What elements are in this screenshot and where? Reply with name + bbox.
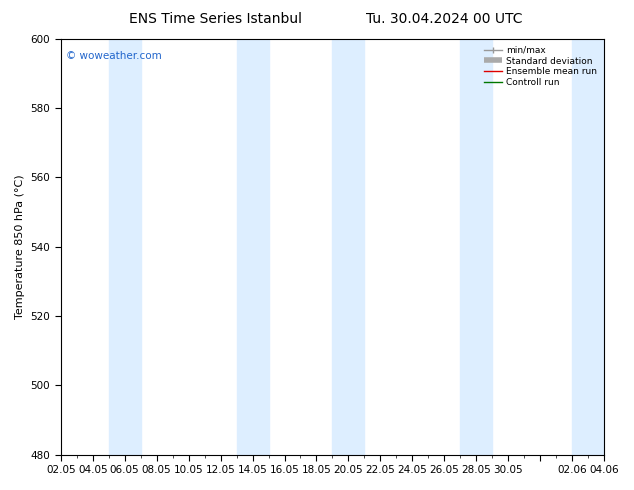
- Legend: min/max, Standard deviation, Ensemble mean run, Controll run: min/max, Standard deviation, Ensemble me…: [482, 43, 600, 90]
- Text: © woweather.com: © woweather.com: [66, 51, 162, 61]
- Bar: [108, 39, 141, 455]
- Y-axis label: Temperature 850 hPa (°C): Temperature 850 hPa (°C): [15, 174, 25, 319]
- Bar: [332, 39, 365, 455]
- Bar: [236, 39, 269, 455]
- Text: Tu. 30.04.2024 00 UTC: Tu. 30.04.2024 00 UTC: [366, 12, 522, 26]
- Bar: [573, 39, 604, 455]
- Text: ENS Time Series Istanbul: ENS Time Series Istanbul: [129, 12, 302, 26]
- Bar: [460, 39, 492, 455]
